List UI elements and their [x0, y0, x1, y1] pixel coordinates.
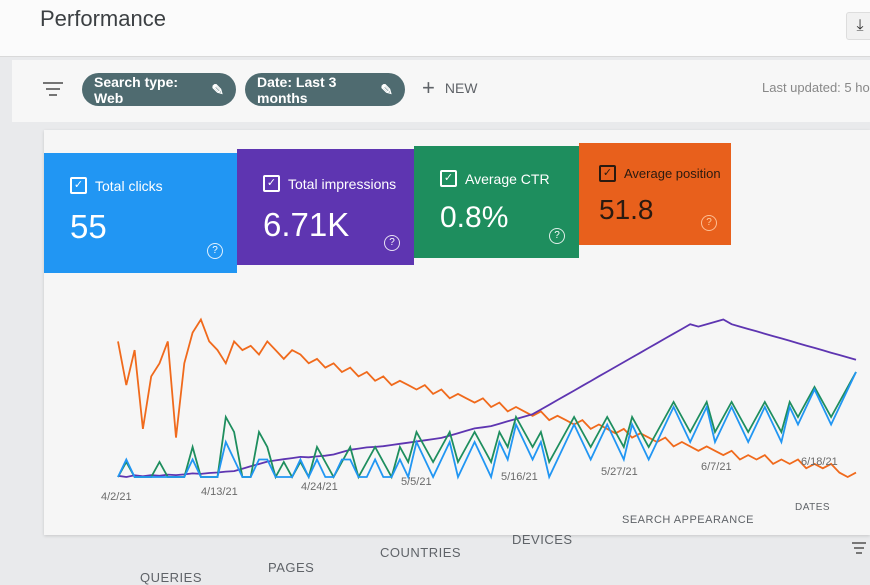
total-impressions-label: Total impressions [288, 175, 397, 192]
average-position-card[interactable]: ✓ Average position 51.8 ? [579, 143, 731, 245]
total-clicks-value: 55 [70, 208, 107, 245]
average-position-label: Average position [624, 166, 721, 181]
edit-pencil-icon: ✎ [211, 81, 224, 99]
tab-pages[interactable]: PAGES [268, 560, 315, 575]
series-line-2 [117, 371, 857, 480]
x-tick-label: 6/18/21 [801, 456, 838, 468]
tab-queries[interactable]: QUERIES [140, 570, 203, 585]
checkbox-checked-icon[interactable]: ✓ [599, 165, 616, 182]
tab-devices[interactable]: DEVICES [512, 532, 573, 547]
x-tick-label: 5/16/21 [501, 471, 538, 483]
x-tick-label: 6/7/21 [701, 461, 732, 473]
x-tick-label: 4/24/21 [301, 481, 338, 493]
average-ctr-label: Average CTR [465, 170, 550, 187]
tab-countries[interactable]: COUNTRIES [380, 545, 462, 560]
last-updated-text: Last updated: 5 hours ago [762, 80, 870, 95]
filter-bar: Search type: Web ✎ Date: Last 3 months ✎… [12, 60, 870, 122]
x-tick-label: 4/2/21 [101, 491, 132, 503]
help-icon[interactable]: ? [701, 215, 717, 231]
x-tick-label: 5/5/21 [401, 476, 432, 488]
help-icon[interactable]: ? [207, 243, 223, 259]
report-tabs: QUERIES PAGES COUNTRIES DEVICES SEARCH A… [0, 500, 870, 585]
performance-chart: 4/2/21 4/13/21 4/24/21 5/5/21 5/16/21 5/27/21… [101, 317, 857, 503]
new-filter-label: NEW [444, 80, 478, 96]
sort-filter-icon[interactable] [852, 542, 866, 557]
checkbox-checked-icon[interactable]: ✓ [263, 175, 280, 192]
help-icon[interactable]: ? [549, 228, 565, 244]
series-line-0 [117, 317, 857, 479]
total-clicks-card[interactable]: ✓ Total clicks 55 ? [44, 153, 237, 273]
new-filter-button[interactable]: + NEW [422, 75, 478, 100]
page-title: Performance [40, 6, 166, 31]
date-range-chip-label: Date: Last 3 months [257, 73, 337, 106]
plus-icon: + [422, 75, 435, 100]
search-type-chip-label: Search type: Web [94, 73, 179, 106]
download-icon[interactable]: ⤓ [846, 12, 870, 40]
total-clicks-label: Total clicks [95, 177, 163, 194]
average-ctr-value: 0.8% [440, 201, 509, 234]
checkbox-checked-icon[interactable]: ✓ [70, 177, 87, 194]
average-position-value: 51.8 [599, 194, 654, 225]
edit-pencil-icon: ✎ [380, 81, 393, 99]
x-tick-label: 5/27/21 [601, 466, 638, 478]
total-impressions-value: 6.71K [263, 206, 350, 243]
tab-search-appearance[interactable]: SEARCH APPEARANCE [622, 514, 754, 526]
average-ctr-card[interactable]: ✓ Average CTR 0.8% ? [414, 146, 579, 258]
checkbox-checked-icon[interactable]: ✓ [440, 170, 457, 187]
total-impressions-card[interactable]: ✓ Total impressions 6.71K ? [237, 149, 414, 265]
series-line-3 [117, 371, 857, 480]
page-header: Performance ⤓ [0, 0, 870, 57]
help-icon[interactable]: ? [384, 235, 400, 251]
tab-dates[interactable]: DATES [795, 502, 831, 513]
x-tick-label: 4/13/21 [201, 486, 238, 498]
filter-icon[interactable] [42, 82, 64, 100]
search-type-chip[interactable]: Search type: Web ✎ [82, 73, 236, 106]
date-range-chip[interactable]: Date: Last 3 months ✎ [245, 73, 405, 106]
